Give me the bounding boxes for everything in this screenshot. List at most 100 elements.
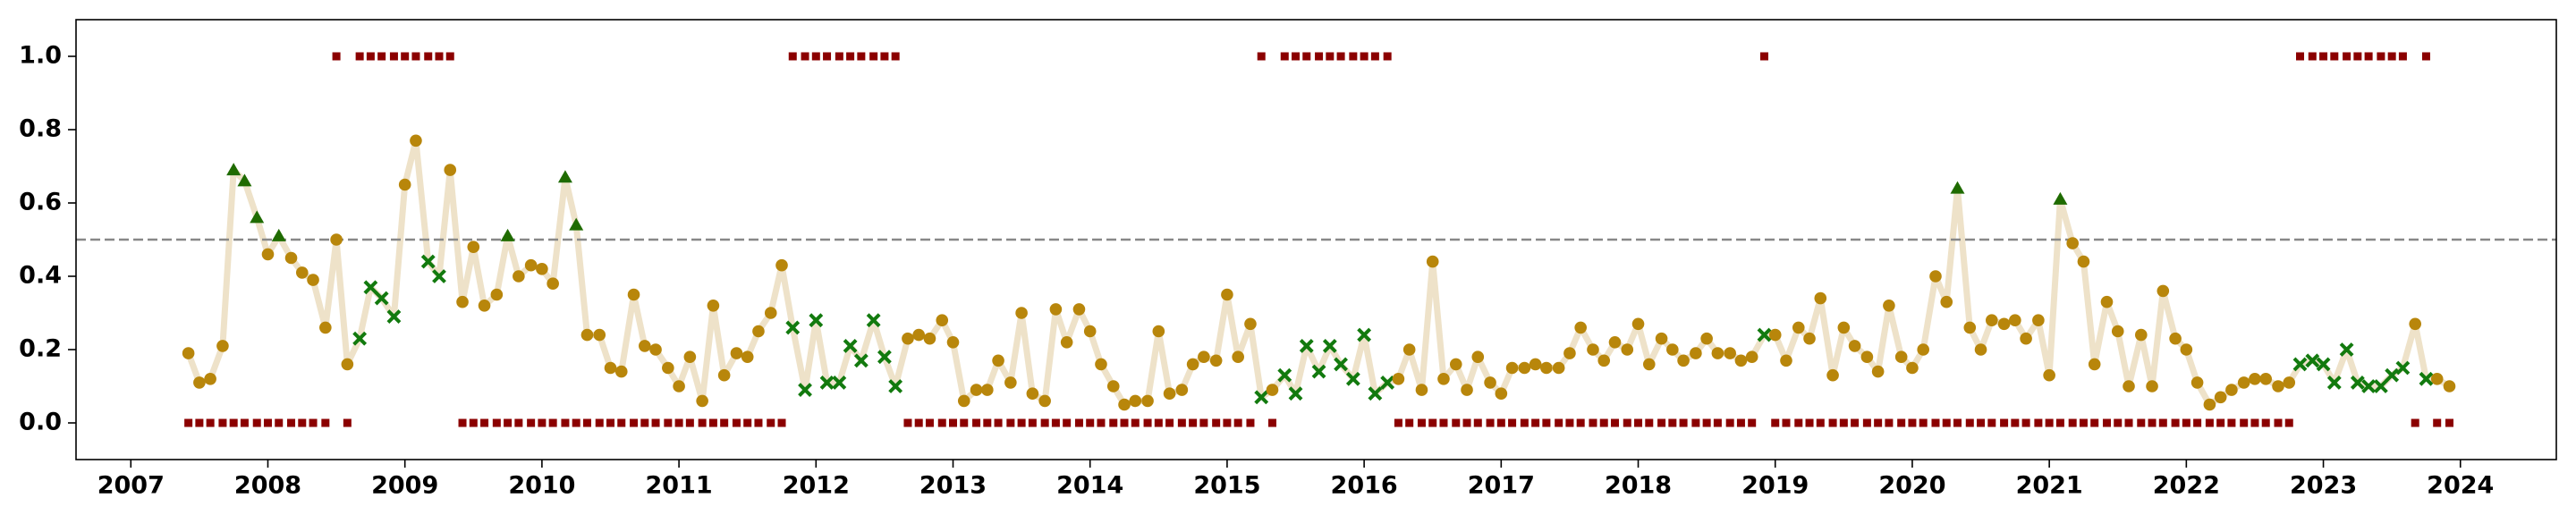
point bbox=[1894, 350, 1908, 364]
point bbox=[524, 258, 538, 272]
flag-point bbox=[1565, 418, 1574, 427]
point bbox=[1449, 358, 1462, 371]
flag-point bbox=[1897, 418, 1906, 427]
point bbox=[1985, 314, 1998, 327]
flag-point bbox=[1051, 418, 1060, 427]
flag-point bbox=[1839, 418, 1848, 427]
point bbox=[1814, 291, 1827, 305]
flag-point bbox=[1246, 418, 1255, 427]
flag-point bbox=[2102, 418, 2111, 427]
flag-point bbox=[435, 52, 444, 61]
flag-point bbox=[195, 418, 204, 427]
flag-point bbox=[1908, 418, 1917, 427]
flag-point bbox=[1006, 418, 1015, 427]
flag-point bbox=[1486, 418, 1495, 427]
flag-point bbox=[2387, 52, 2396, 61]
flag-point bbox=[561, 418, 570, 427]
flag-point bbox=[1428, 418, 1437, 427]
flag-point bbox=[801, 52, 809, 61]
anomaly-point bbox=[432, 269, 446, 283]
point bbox=[1152, 325, 1165, 338]
flag-point bbox=[1086, 418, 1095, 427]
flag-point bbox=[1987, 418, 1996, 427]
point bbox=[912, 328, 926, 342]
flag-point bbox=[2045, 418, 2054, 427]
flag-point bbox=[1634, 418, 1643, 427]
anomaly-point bbox=[888, 379, 903, 393]
flag-point bbox=[595, 418, 604, 427]
point bbox=[182, 347, 195, 359]
point bbox=[970, 384, 983, 396]
flag-point bbox=[1885, 418, 1894, 427]
flag-point bbox=[377, 52, 386, 61]
point bbox=[593, 328, 606, 342]
flag-point bbox=[1713, 418, 1722, 427]
flag-point bbox=[1531, 418, 1540, 427]
point bbox=[1642, 358, 1656, 371]
point bbox=[1883, 300, 1895, 312]
anomaly-point bbox=[2305, 353, 2320, 368]
point bbox=[2157, 284, 2170, 298]
point bbox=[1621, 343, 1634, 356]
point bbox=[1803, 332, 1816, 345]
flag-point bbox=[1189, 418, 1198, 427]
flag-point bbox=[2205, 418, 2214, 427]
flag-point bbox=[298, 418, 307, 427]
high-point bbox=[237, 173, 252, 187]
point bbox=[1198, 350, 1210, 364]
flag-point bbox=[606, 418, 614, 427]
point bbox=[456, 295, 469, 308]
point bbox=[981, 384, 994, 396]
point bbox=[1495, 387, 1508, 401]
point bbox=[1587, 343, 1599, 356]
flag-point bbox=[2137, 418, 2146, 427]
anomaly-point bbox=[2361, 379, 2377, 393]
flag-point bbox=[1212, 418, 1221, 427]
point bbox=[1221, 288, 1233, 301]
flag-point bbox=[2421, 52, 2430, 61]
point bbox=[478, 300, 491, 312]
flag-point bbox=[2216, 418, 2225, 427]
anomaly-point bbox=[877, 350, 892, 365]
point bbox=[580, 328, 594, 342]
point bbox=[1734, 354, 1748, 367]
anomaly-point bbox=[1380, 375, 1395, 390]
point bbox=[2203, 398, 2216, 411]
point bbox=[673, 380, 685, 393]
point bbox=[1745, 350, 1758, 364]
flag-point bbox=[2319, 52, 2328, 61]
point bbox=[1072, 303, 1086, 316]
point bbox=[1209, 354, 1223, 367]
point bbox=[2169, 332, 2182, 345]
point bbox=[1860, 350, 1874, 364]
anomaly-point bbox=[2373, 379, 2388, 393]
point bbox=[204, 373, 216, 385]
point bbox=[923, 332, 936, 345]
flag-point bbox=[1370, 52, 1379, 61]
flag-point bbox=[1439, 418, 1448, 427]
point bbox=[707, 300, 720, 312]
flag-point bbox=[1862, 418, 1871, 427]
flag-point bbox=[2055, 418, 2064, 427]
high-point bbox=[250, 210, 265, 224]
flag-point bbox=[1165, 418, 1174, 427]
flag-point bbox=[835, 52, 843, 61]
flag-point bbox=[572, 418, 580, 427]
flag-point bbox=[1336, 52, 1345, 61]
point bbox=[1666, 343, 1679, 356]
flag-point bbox=[903, 418, 912, 427]
y-tick-label: 0.6 bbox=[19, 189, 62, 216]
flag-point bbox=[2353, 52, 2362, 61]
point bbox=[1118, 398, 1131, 411]
point bbox=[730, 347, 743, 359]
anomaly-point bbox=[1288, 386, 1303, 401]
point bbox=[2111, 325, 2124, 338]
flag-point bbox=[1394, 418, 1402, 427]
anomaly-point bbox=[809, 313, 824, 328]
x-tick-label: 2011 bbox=[646, 472, 713, 500]
anomaly-point bbox=[832, 375, 847, 390]
point bbox=[1026, 387, 1039, 401]
flag-point bbox=[2411, 418, 2419, 427]
flag-point bbox=[685, 418, 694, 427]
